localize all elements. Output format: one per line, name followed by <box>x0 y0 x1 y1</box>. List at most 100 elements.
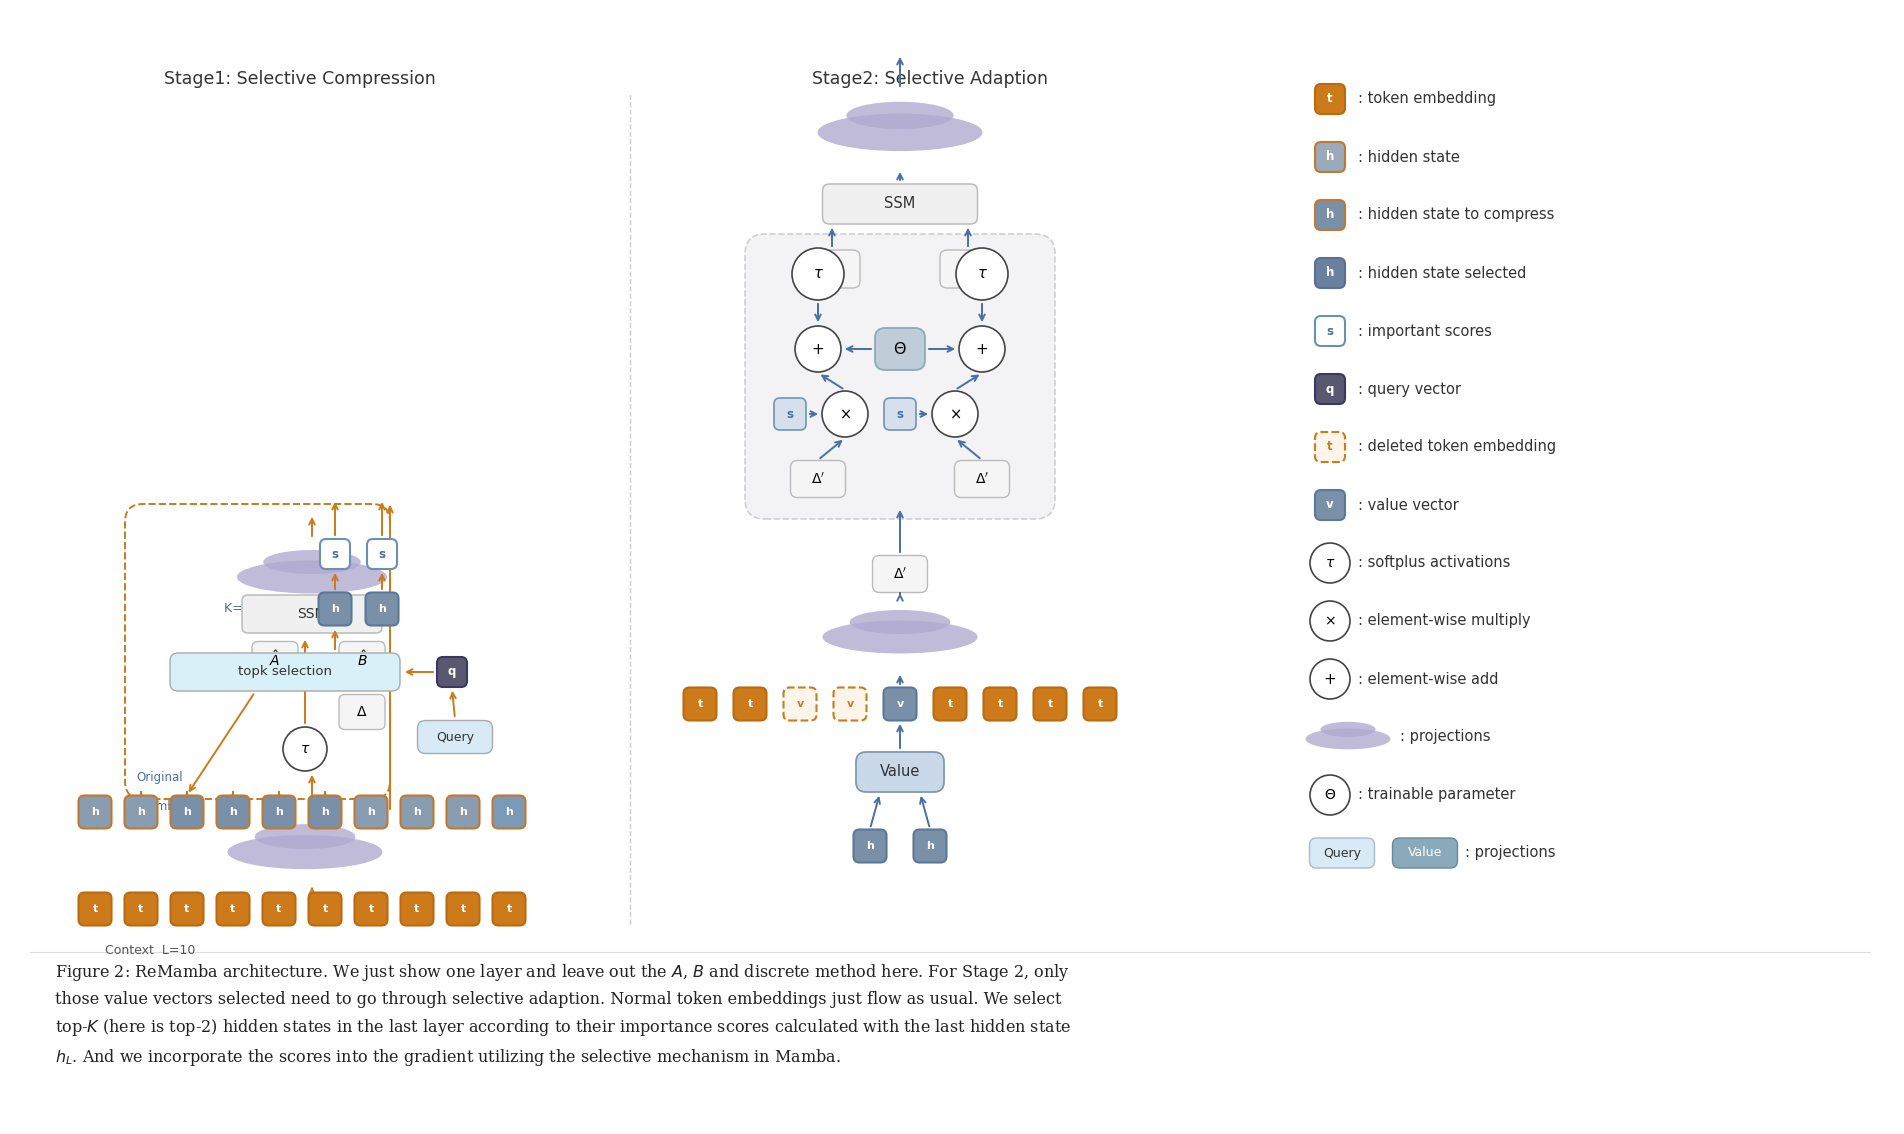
Text: h: h <box>1325 266 1335 279</box>
Text: v: v <box>847 699 853 709</box>
Text: t: t <box>1327 440 1333 454</box>
Circle shape <box>956 248 1007 301</box>
Circle shape <box>792 248 843 301</box>
FancyBboxPatch shape <box>308 795 341 829</box>
Text: t: t <box>697 699 703 709</box>
Circle shape <box>284 727 327 771</box>
Ellipse shape <box>1319 722 1375 737</box>
Text: $\tau$: $\tau$ <box>299 742 310 756</box>
Text: t: t <box>1047 699 1053 709</box>
FancyBboxPatch shape <box>1316 432 1344 462</box>
Text: t: t <box>230 904 236 914</box>
Text: s: s <box>1327 324 1333 338</box>
Text: h: h <box>274 807 284 816</box>
Text: h: h <box>331 604 339 613</box>
FancyBboxPatch shape <box>124 795 158 829</box>
Text: : value vector: : value vector <box>1358 498 1458 513</box>
FancyBboxPatch shape <box>933 687 967 720</box>
Text: : trainable parameter: : trainable parameter <box>1358 787 1516 803</box>
Text: $\Theta$: $\Theta$ <box>1323 788 1337 802</box>
FancyBboxPatch shape <box>438 657 466 687</box>
Text: K=2 →: K=2 → <box>225 602 265 616</box>
Ellipse shape <box>236 560 387 593</box>
FancyBboxPatch shape <box>242 595 383 633</box>
Text: : softplus activations: : softplus activations <box>1358 556 1510 570</box>
FancyBboxPatch shape <box>775 398 805 430</box>
Text: h: h <box>1325 209 1335 221</box>
Text: h: h <box>183 807 190 816</box>
FancyBboxPatch shape <box>883 687 916 720</box>
Text: $+$: $+$ <box>1323 671 1337 686</box>
Text: t: t <box>139 904 143 914</box>
Text: h: h <box>925 841 935 850</box>
FancyBboxPatch shape <box>78 795 112 829</box>
FancyBboxPatch shape <box>171 892 204 925</box>
Text: : projections: : projections <box>1399 729 1491 745</box>
FancyBboxPatch shape <box>339 642 385 677</box>
Text: Query: Query <box>436 730 474 744</box>
Text: : element-wise multiply: : element-wise multiply <box>1358 613 1531 628</box>
Ellipse shape <box>847 102 954 129</box>
FancyBboxPatch shape <box>320 539 350 569</box>
FancyBboxPatch shape <box>263 795 295 829</box>
Text: t: t <box>1097 699 1102 709</box>
FancyBboxPatch shape <box>883 398 916 430</box>
Circle shape <box>823 391 868 437</box>
Ellipse shape <box>227 835 383 869</box>
Text: $\Delta'$: $\Delta'$ <box>811 472 824 486</box>
FancyBboxPatch shape <box>78 892 112 925</box>
Text: t: t <box>93 904 97 914</box>
FancyBboxPatch shape <box>308 892 341 925</box>
Text: q: q <box>447 666 457 678</box>
Text: t: t <box>998 699 1003 709</box>
FancyBboxPatch shape <box>823 184 977 225</box>
Circle shape <box>960 325 1005 372</box>
FancyBboxPatch shape <box>417 720 493 753</box>
Circle shape <box>1310 659 1350 699</box>
FancyBboxPatch shape <box>1034 687 1066 720</box>
FancyBboxPatch shape <box>1316 84 1344 115</box>
Ellipse shape <box>1306 728 1390 750</box>
FancyBboxPatch shape <box>400 892 434 925</box>
Text: : element-wise add: : element-wise add <box>1358 671 1498 686</box>
Text: t: t <box>367 904 373 914</box>
Text: t: t <box>276 904 282 914</box>
Text: t: t <box>1327 93 1333 105</box>
FancyBboxPatch shape <box>447 795 480 829</box>
Text: : projections: : projections <box>1464 846 1556 861</box>
Text: Query: Query <box>1323 846 1361 860</box>
FancyBboxPatch shape <box>744 234 1055 519</box>
FancyBboxPatch shape <box>251 642 299 677</box>
Text: $\Theta$: $\Theta$ <box>893 341 906 357</box>
FancyBboxPatch shape <box>366 592 398 626</box>
Text: h: h <box>459 807 466 816</box>
Ellipse shape <box>255 824 356 849</box>
Text: Context  L=10: Context L=10 <box>105 945 196 957</box>
Text: h: h <box>228 807 236 816</box>
Ellipse shape <box>817 113 982 151</box>
FancyBboxPatch shape <box>954 460 1009 498</box>
Text: $\Delta$: $\Delta$ <box>356 705 367 719</box>
Text: h: h <box>91 807 99 816</box>
FancyBboxPatch shape <box>447 892 480 925</box>
FancyBboxPatch shape <box>1310 838 1375 868</box>
FancyBboxPatch shape <box>493 892 526 925</box>
FancyBboxPatch shape <box>914 829 946 863</box>
FancyBboxPatch shape <box>1392 838 1457 868</box>
Ellipse shape <box>849 610 950 634</box>
FancyBboxPatch shape <box>354 892 388 925</box>
Text: h: h <box>367 807 375 816</box>
Text: t: t <box>415 904 419 914</box>
FancyBboxPatch shape <box>876 328 925 370</box>
FancyBboxPatch shape <box>263 892 295 925</box>
FancyBboxPatch shape <box>1316 316 1344 346</box>
Text: h: h <box>1325 151 1335 163</box>
Text: $\times$: $\times$ <box>1323 613 1337 628</box>
Text: v: v <box>1327 499 1335 511</box>
Circle shape <box>931 391 979 437</box>
Text: h: h <box>866 841 874 850</box>
FancyBboxPatch shape <box>790 460 845 498</box>
Text: s: s <box>786 407 794 421</box>
Text: v: v <box>796 699 803 709</box>
Text: h: h <box>137 807 145 816</box>
